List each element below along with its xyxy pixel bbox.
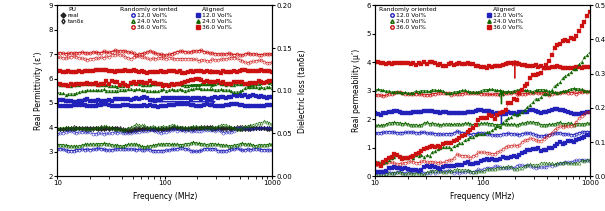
Y-axis label: Real Permittivity (ε’): Real Permittivity (ε’)	[34, 51, 43, 130]
X-axis label: Frequency (MHz): Frequency (MHz)	[132, 192, 197, 201]
Y-axis label: Dielectric loss (tanδε): Dielectric loss (tanδε)	[298, 49, 307, 133]
Y-axis label: Real permeability (μ’): Real permeability (μ’)	[352, 49, 361, 132]
Legend: 12.0 Vol%, 24.0 Vol%, 36.0 Vol%: 12.0 Vol%, 24.0 Vol%, 36.0 Vol%	[486, 7, 523, 31]
Legend: 12.0 Vol%, 24.0 Vol%, 36.0 Vol%: 12.0 Vol%, 24.0 Vol%, 36.0 Vol%	[195, 7, 232, 31]
X-axis label: Frequency (MHz): Frequency (MHz)	[450, 192, 515, 201]
